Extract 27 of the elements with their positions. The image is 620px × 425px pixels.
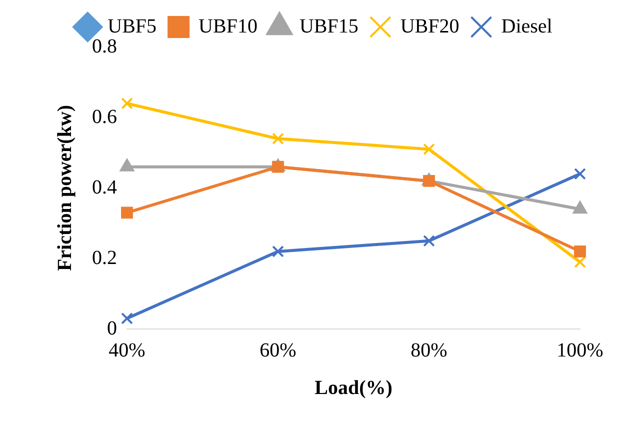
point bbox=[574, 168, 586, 180]
x-axis-title: Load(%) bbox=[314, 377, 392, 400]
point bbox=[121, 206, 133, 219]
y-tick-label: 0 bbox=[107, 317, 117, 340]
point bbox=[121, 312, 133, 324]
y-tick-label: 0.4 bbox=[92, 176, 117, 198]
point bbox=[272, 132, 284, 145]
point bbox=[423, 175, 435, 187]
point bbox=[423, 143, 435, 156]
legend-label: Diesel bbox=[501, 15, 553, 38]
point bbox=[574, 256, 586, 268]
x-tick-label: 60% bbox=[260, 339, 296, 362]
legend-label: UBF15 bbox=[299, 15, 358, 38]
x-tick-label: 100% bbox=[556, 339, 604, 362]
y-tick-label: 0.2 bbox=[92, 246, 117, 269]
y-axis-title: Friction power(kw) bbox=[54, 104, 76, 272]
point bbox=[574, 246, 586, 258]
legend-label: UBF5 bbox=[108, 15, 157, 38]
x-tick-label: 80% bbox=[410, 339, 448, 362]
point bbox=[423, 234, 435, 247]
point bbox=[272, 246, 284, 258]
legend-label: UBF10 bbox=[198, 15, 258, 38]
legend-label: UBF20 bbox=[400, 15, 460, 38]
y-tick-label: 0.6 bbox=[92, 106, 117, 128]
y-tick-label: 0.8 bbox=[92, 35, 117, 58]
x-tick-label: 40% bbox=[108, 339, 146, 362]
point bbox=[121, 97, 133, 110]
